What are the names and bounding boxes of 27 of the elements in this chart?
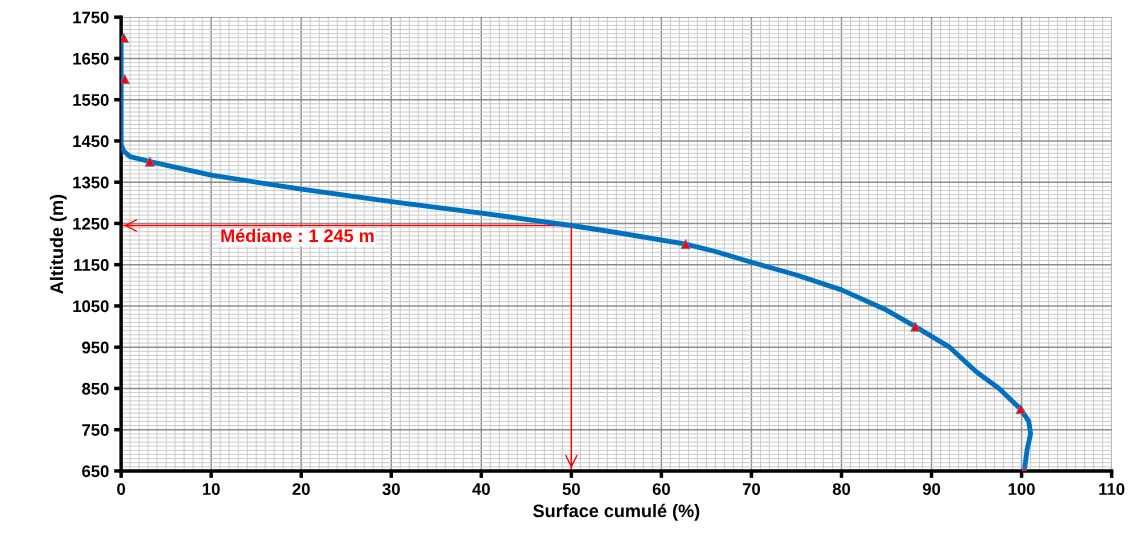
- y-tick-label: 1050: [73, 300, 109, 313]
- x-tick-label: 110: [1099, 483, 1125, 495]
- x-tick-label: 20: [292, 483, 310, 495]
- x-tick-label: 0: [117, 483, 126, 495]
- x-tick-label: 90: [922, 483, 941, 495]
- x-tick-label: 10: [202, 483, 220, 495]
- y-tick-label: 1250: [73, 217, 109, 230]
- x-tick-label: 60: [652, 483, 670, 495]
- y-tick-label: 1650: [73, 52, 109, 65]
- y-axis-title: Altitude (m): [49, 194, 67, 294]
- y-tick-label: 1550: [73, 94, 109, 106]
- y-tick-label: 650: [82, 465, 109, 478]
- x-tick-label: 70: [742, 483, 761, 495]
- annotation: Médiane : 1 245 m: [221, 228, 374, 243]
- y-tick-label: 1450: [73, 135, 109, 148]
- x-tick-label: 40: [472, 483, 490, 495]
- y-tick-label: 950: [82, 341, 109, 354]
- x-axis-title: Surface cumulé (%): [533, 503, 700, 521]
- x-tick-label: 100: [1008, 483, 1035, 495]
- y-tick-label: 1750: [73, 11, 109, 24]
- y-tick-label: 1350: [73, 176, 109, 189]
- y-tick-label: 1150: [74, 259, 109, 271]
- x-tick-label: 80: [832, 483, 851, 495]
- y-tick-label: 750: [82, 424, 109, 436]
- x-tick-label: 30: [382, 483, 400, 496]
- x-tick-label: 50: [562, 483, 580, 495]
- y-tick-label: 850: [82, 382, 109, 395]
